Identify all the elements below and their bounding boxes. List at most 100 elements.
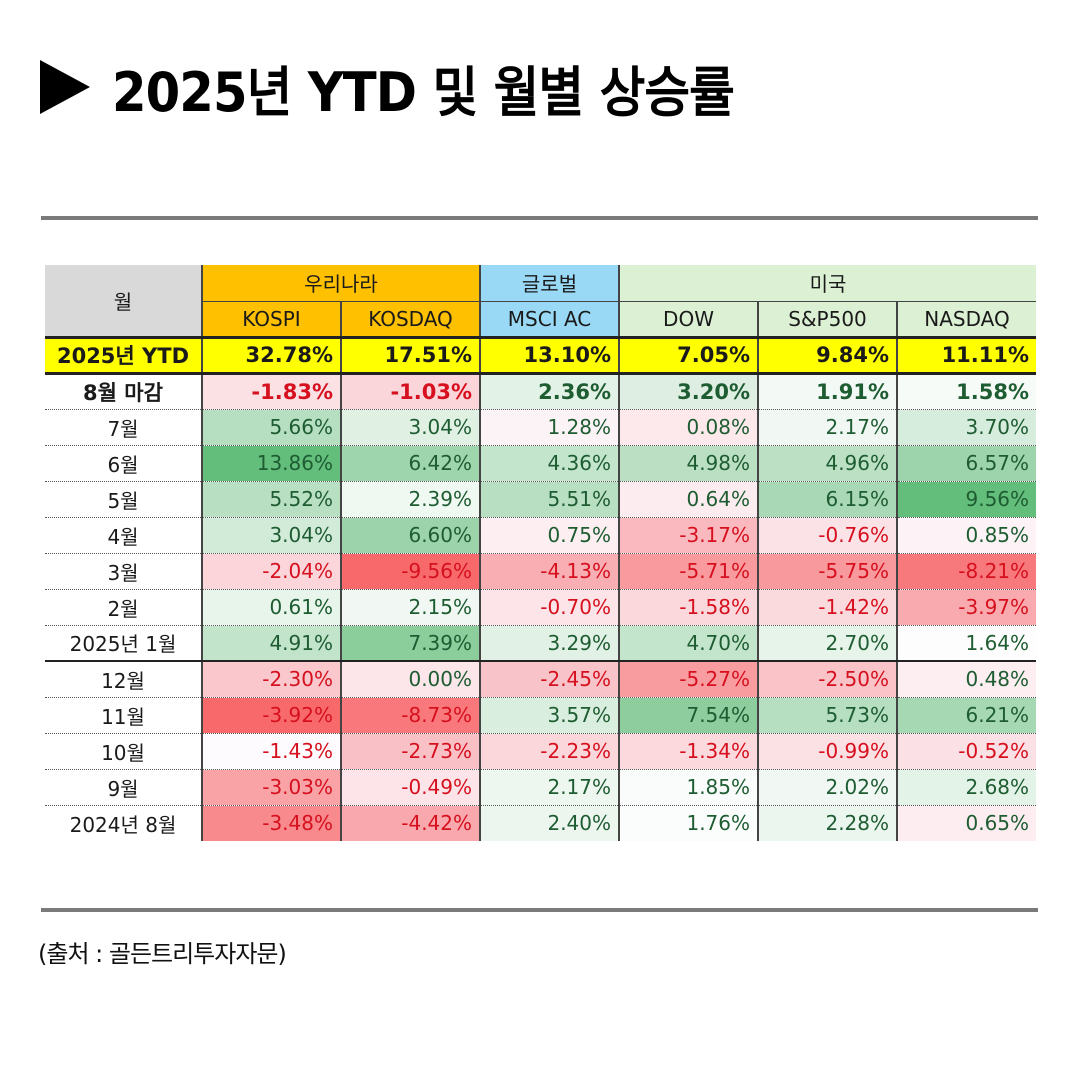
return-cell: -3.03%	[201, 769, 341, 806]
return-cell: 3.04%	[201, 517, 341, 554]
return-cell: -9.56%	[339, 553, 481, 590]
return-cell: 2.70%	[757, 625, 898, 662]
column-header-nasdaq: NASDAQ	[896, 300, 1037, 337]
return-cell: -1.03%	[339, 373, 481, 410]
return-cell: -0.76%	[757, 517, 898, 554]
return-cell: 6.57%	[896, 445, 1037, 482]
return-cell: -3.92%	[201, 697, 341, 734]
ytd-cell: 13.10%	[479, 335, 620, 375]
return-cell: 6.60%	[339, 517, 481, 554]
group-header-global: 글로벌	[479, 265, 620, 301]
return-cell: -0.49%	[339, 769, 481, 806]
return-cell: 0.08%	[618, 409, 759, 446]
return-cell: -3.48%	[201, 805, 341, 841]
return-cell: -1.58%	[618, 589, 759, 626]
return-cell: 2.68%	[896, 769, 1037, 806]
column-header-sp500: S&P500	[757, 300, 898, 337]
month-column-header: 월	[45, 265, 202, 337]
month-row: 11월 -3.92% -8.73% 3.57% 7.54% 5.73% 6.21%	[45, 697, 1037, 734]
month-row: 9월 -3.03% -0.49% 2.17% 1.85% 2.02% 2.68%	[45, 769, 1037, 806]
top-divider	[41, 216, 1038, 220]
return-cell: 2.39%	[339, 481, 481, 518]
return-cell: -1.83%	[201, 373, 341, 410]
row-label: 2월	[45, 589, 202, 626]
column-header-kospi: KOSPI	[201, 300, 341, 337]
row-label: 9월	[45, 769, 202, 806]
row-label: 12월	[45, 661, 202, 698]
return-cell: -5.71%	[618, 553, 759, 590]
returns-table: 월 우리나라 글로벌 미국 KOSPI KOSDAQ MSCI AC DOW S…	[45, 265, 1037, 841]
row-label: 2025년 1월	[45, 625, 202, 662]
return-cell: 13.86%	[201, 445, 341, 482]
return-cell: -2.30%	[201, 661, 341, 698]
return-cell: -3.97%	[896, 589, 1037, 626]
return-cell: -2.50%	[757, 661, 898, 698]
return-cell: -2.45%	[479, 661, 620, 698]
return-cell: 5.73%	[757, 697, 898, 734]
group-header-usa: 미국	[618, 265, 1037, 301]
return-cell: -5.27%	[618, 661, 759, 698]
return-cell: -5.75%	[757, 553, 898, 590]
column-header-dow: DOW	[618, 300, 759, 337]
return-cell: 2.28%	[757, 805, 898, 841]
return-cell: 5.52%	[201, 481, 341, 518]
return-cell: 2.36%	[479, 373, 620, 410]
ytd-cell: 11.11%	[896, 335, 1037, 375]
play-triangle-icon	[40, 60, 90, 114]
return-cell: 5.51%	[479, 481, 620, 518]
return-cell: 7.54%	[618, 697, 759, 734]
index-header-row: KOSPI KOSDAQ MSCI AC DOW S&P500 NASDAQ	[45, 300, 1037, 337]
return-cell: 0.00%	[339, 661, 481, 698]
return-cell: 4.70%	[618, 625, 759, 662]
return-cell: 2.15%	[339, 589, 481, 626]
return-cell: -3.17%	[618, 517, 759, 554]
return-cell: -0.70%	[479, 589, 620, 626]
row-label: 10월	[45, 733, 202, 770]
return-cell: -4.42%	[339, 805, 481, 841]
return-cell: 7.39%	[339, 625, 481, 662]
return-cell: -4.13%	[479, 553, 620, 590]
return-cell: 0.64%	[618, 481, 759, 518]
return-cell: 4.98%	[618, 445, 759, 482]
return-cell: 1.91%	[757, 373, 898, 410]
row-label: 6월	[45, 445, 202, 482]
return-cell: 4.91%	[201, 625, 341, 662]
ytd-cell: 9.84%	[757, 335, 898, 375]
return-cell: 2.02%	[757, 769, 898, 806]
return-cell: 6.15%	[757, 481, 898, 518]
month-row: 2025년 1월 4.91% 7.39% 3.29% 4.70% 2.70% 1.64%	[45, 625, 1037, 662]
return-cell: 1.58%	[896, 373, 1037, 410]
return-cell: -8.73%	[339, 697, 481, 734]
return-cell: 2.17%	[757, 409, 898, 446]
month-row: 6월 13.86% 6.42% 4.36% 4.98% 4.96% 6.57%	[45, 445, 1037, 482]
return-cell: -0.52%	[896, 733, 1037, 770]
month-row: 10월 -1.43% -2.73% -2.23% -1.34% -0.99% -0.52%	[45, 733, 1037, 770]
return-cell: -1.43%	[201, 733, 341, 770]
page-title: 2025년 YTD 및 월별 상승률	[40, 52, 788, 124]
return-cell: 4.36%	[479, 445, 620, 482]
return-cell: -2.73%	[339, 733, 481, 770]
return-cell: -2.04%	[201, 553, 341, 590]
return-cell: 6.42%	[339, 445, 481, 482]
ytd-cell: 7.05%	[618, 335, 759, 375]
return-cell: 2.40%	[479, 805, 620, 841]
return-cell: 0.75%	[479, 517, 620, 554]
return-cell: 3.57%	[479, 697, 620, 734]
row-label: 2024년 8월	[69, 812, 177, 837]
return-cell: 2.17%	[479, 769, 620, 806]
return-cell: 6.21%	[896, 697, 1037, 734]
return-cell: 1.85%	[618, 769, 759, 806]
return-cell: 0.48%	[896, 661, 1037, 698]
row-label: 4월	[45, 517, 202, 554]
return-cell: 3.20%	[618, 373, 759, 410]
row-label: 11월	[45, 697, 202, 734]
month-row: 3월 -2.04% -9.56% -4.13% -5.71% -5.75% -8.21%	[45, 553, 1037, 590]
month-row: 4월 3.04% 6.60% 0.75% -3.17% -0.76% 0.85%	[45, 517, 1037, 554]
return-cell: 1.28%	[479, 409, 620, 446]
group-header-korea: 우리나라	[200, 265, 481, 301]
return-cell: 1.64%	[896, 625, 1037, 662]
return-cell: 4.96%	[757, 445, 898, 482]
row-label: 3월	[45, 553, 202, 590]
return-cell: -2.23%	[479, 733, 620, 770]
return-cell: -0.99%	[757, 733, 898, 770]
